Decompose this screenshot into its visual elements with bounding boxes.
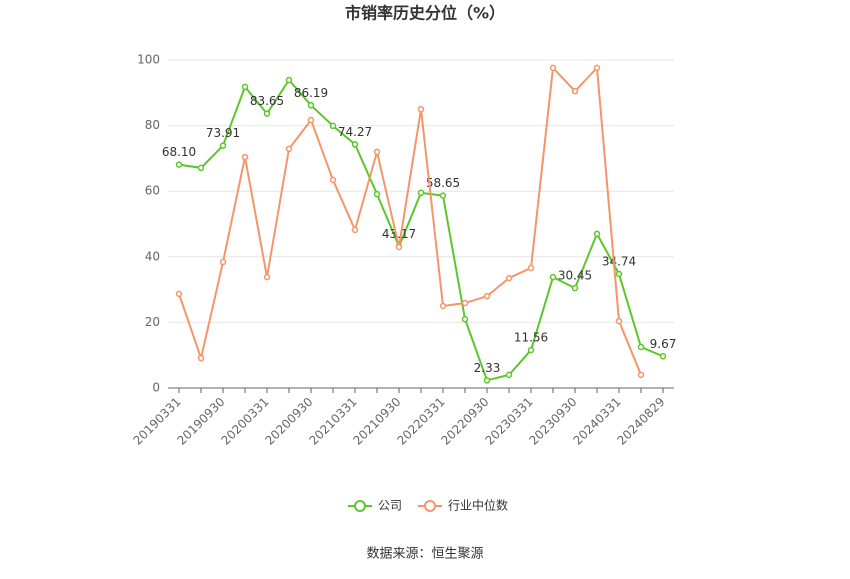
chart-title: 市销率历史分位（%） bbox=[345, 4, 505, 23]
data-label: 74.27 bbox=[338, 125, 372, 139]
point bbox=[175, 290, 183, 298]
point bbox=[593, 64, 601, 72]
point bbox=[263, 273, 271, 281]
data-label: 2.33 bbox=[474, 361, 501, 375]
y-tick-label: 60 bbox=[145, 184, 160, 198]
data-label: 58.65 bbox=[426, 176, 460, 190]
point bbox=[417, 189, 425, 197]
point bbox=[307, 102, 315, 109]
point bbox=[659, 353, 667, 360]
point bbox=[615, 317, 623, 325]
point bbox=[329, 122, 337, 130]
point bbox=[593, 230, 601, 238]
point bbox=[329, 176, 337, 184]
point bbox=[505, 371, 513, 379]
y-tick-label: 80 bbox=[145, 118, 160, 132]
y-tick-label: 0 bbox=[152, 381, 160, 395]
legend-label: 行业中位数 bbox=[448, 498, 508, 513]
point bbox=[395, 243, 403, 251]
point bbox=[549, 273, 557, 281]
point bbox=[351, 226, 359, 234]
point bbox=[637, 371, 645, 379]
point bbox=[285, 145, 293, 153]
source: 数据来源：恒生聚源 bbox=[366, 547, 483, 562]
x-tick-label: 20240829 bbox=[615, 395, 668, 448]
point bbox=[439, 302, 447, 310]
point bbox=[241, 83, 249, 91]
point bbox=[461, 299, 469, 307]
series-line bbox=[178, 65, 642, 376]
y-tick-label: 40 bbox=[145, 249, 160, 263]
point bbox=[483, 377, 491, 384]
point bbox=[417, 105, 425, 113]
data-label: 43.17 bbox=[382, 227, 416, 241]
point bbox=[241, 153, 249, 161]
legend-marker bbox=[424, 500, 436, 512]
y-tick-label: 100 bbox=[137, 53, 160, 67]
legend-marker bbox=[354, 500, 366, 512]
data-label: 34.74 bbox=[602, 255, 636, 269]
data-label: 11.56 bbox=[514, 331, 548, 345]
point bbox=[373, 148, 381, 156]
point bbox=[637, 343, 645, 351]
point bbox=[527, 264, 535, 272]
point bbox=[505, 274, 513, 282]
point bbox=[197, 354, 205, 362]
point bbox=[307, 116, 315, 124]
data-label: 9.67 bbox=[650, 337, 677, 351]
point bbox=[527, 346, 535, 354]
data-label: 73.91 bbox=[206, 126, 240, 140]
point bbox=[483, 292, 491, 300]
series-line bbox=[178, 78, 664, 382]
point bbox=[351, 141, 359, 148]
legend-label: 公司 bbox=[378, 499, 402, 513]
point bbox=[439, 192, 447, 199]
data-label: 83.65 bbox=[250, 94, 284, 108]
point bbox=[461, 315, 469, 323]
point bbox=[373, 190, 381, 198]
point bbox=[175, 161, 183, 168]
data-label: 86.19 bbox=[294, 86, 328, 100]
point bbox=[285, 76, 293, 84]
data-label: 68.10 bbox=[162, 145, 196, 159]
point bbox=[549, 64, 557, 72]
point bbox=[197, 164, 205, 172]
y-tick-label: 20 bbox=[145, 315, 160, 329]
point bbox=[219, 258, 227, 266]
point bbox=[571, 284, 579, 292]
point bbox=[263, 110, 271, 117]
point bbox=[571, 87, 579, 95]
point bbox=[615, 270, 623, 278]
data-label: 30.45 bbox=[558, 269, 592, 283]
point bbox=[219, 142, 227, 149]
